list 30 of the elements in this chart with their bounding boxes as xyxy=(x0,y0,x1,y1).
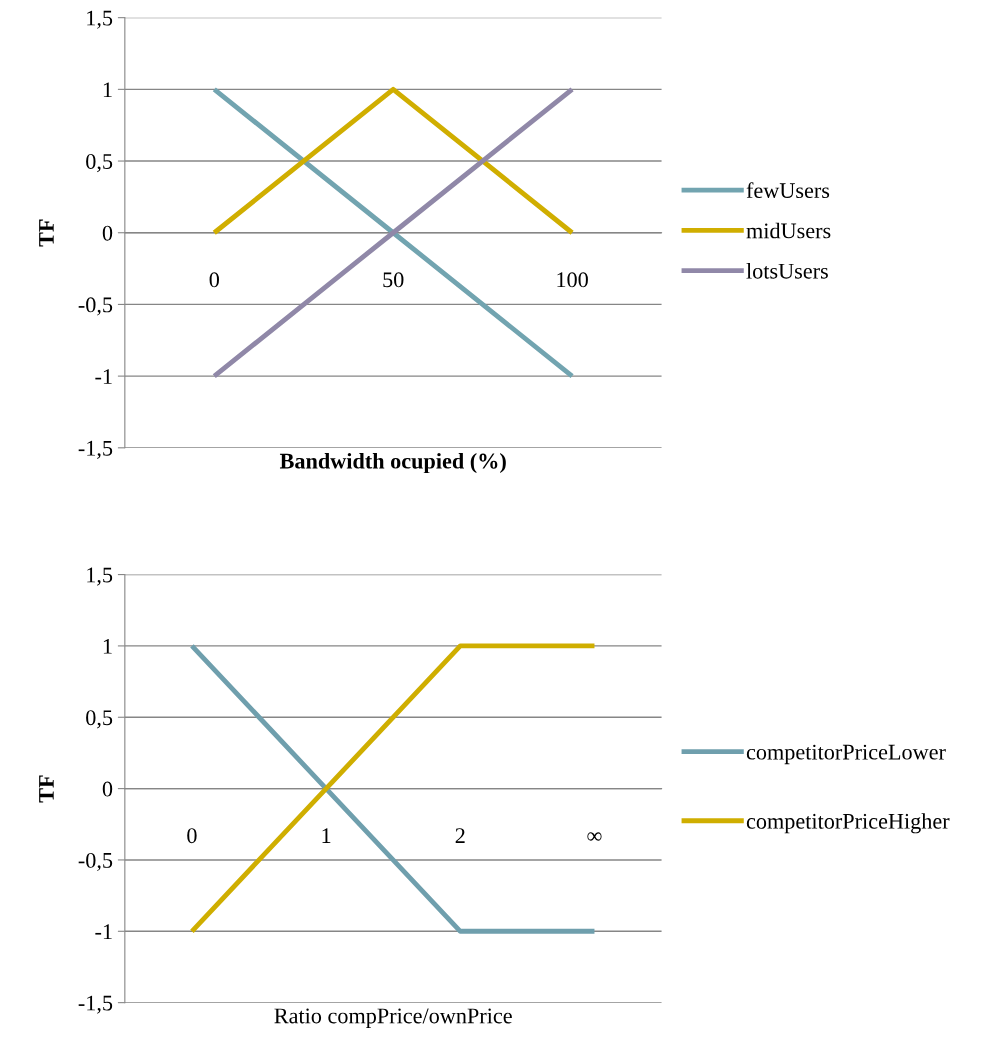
y-tick-label: 1 xyxy=(103,638,112,654)
x-tick-label: 100 xyxy=(557,272,588,288)
y-tick-label: 0 xyxy=(102,781,113,797)
legend-label: fewUsers xyxy=(746,182,830,199)
y-tick-label: -1 xyxy=(95,369,112,384)
y-axis-title: TF xyxy=(39,219,54,247)
x-tick-label: 2 xyxy=(455,828,465,843)
x-tick-label: 0 xyxy=(187,828,197,844)
x-tick-label: ∞ xyxy=(587,832,602,841)
y-tick-label: 1,5 xyxy=(87,567,113,586)
y-tick-label: 1,5 xyxy=(87,10,113,29)
y-tick-label: -0,5 xyxy=(78,852,113,872)
x-tick-label: 1 xyxy=(322,828,331,843)
y-tick-label: 1 xyxy=(103,82,112,98)
legend-label: midUsers xyxy=(746,222,831,239)
x-tick-label: 0 xyxy=(209,272,219,288)
y-tick-label: -0,5 xyxy=(78,297,113,316)
x-axis-title: Bandwidth ocupied (%) xyxy=(279,452,506,474)
y-tick-label: -1,5 xyxy=(78,995,113,1014)
x-axis-title: Ratio compPrice/ownPrice xyxy=(274,1008,512,1028)
legend-label: lotsUsers xyxy=(746,263,828,279)
legend-label: competitorPriceLower xyxy=(746,744,946,765)
y-tick-label: -1,5 xyxy=(78,440,113,459)
legend-label: competitorPriceHigher xyxy=(746,813,950,834)
y-tick-label: 0 xyxy=(102,225,113,241)
y-tick-label: 0,5 xyxy=(86,153,113,173)
y-axis-title: TF xyxy=(39,775,54,803)
y-tick-label: 0,5 xyxy=(86,710,113,729)
x-tick-label: 50 xyxy=(383,272,404,288)
y-tick-label: -1 xyxy=(95,924,112,939)
